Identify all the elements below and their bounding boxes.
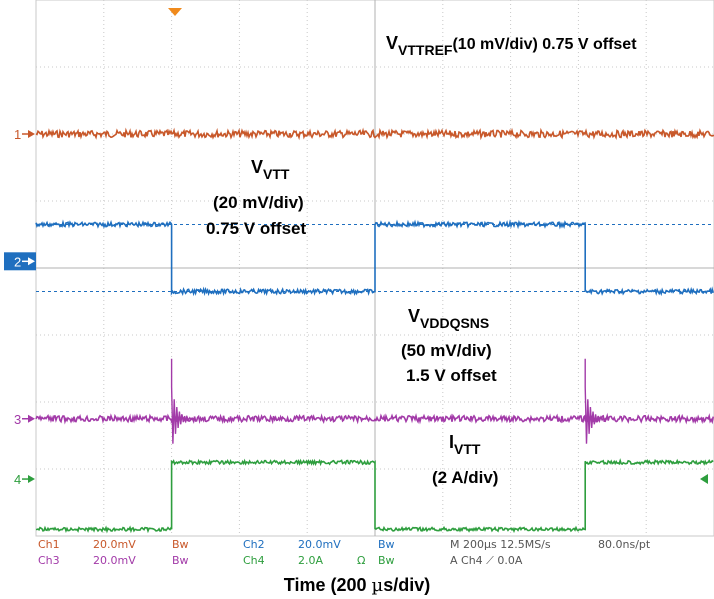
series-label-vttref: VVTTREF(10 mV/div) 0.75 V offset (386, 33, 637, 58)
channel-markers: 1 2 3 4 (4, 127, 708, 487)
trace-ch2 (35, 219, 714, 297)
x-axis-label: Time (200 µs/div) (284, 575, 430, 596)
x-axis-label-suffix: s/div) (383, 575, 430, 595)
channel-marker-arrow (28, 475, 35, 484)
vtt-subscript: VTT (263, 166, 290, 182)
status-resolution: 80.0ns/pt (598, 538, 651, 551)
status-ch3-bw: Bw (172, 554, 189, 567)
channel-marker-3: 3 (14, 412, 21, 427)
trace-ch4 (35, 458, 714, 534)
status-ch2-bw: Bw (378, 538, 395, 551)
vtt-name: V (251, 157, 263, 177)
status-ch4-scale: 2.0A (298, 554, 323, 567)
traces (35, 127, 714, 534)
vddqsns-subscript: VDDQSNS (420, 315, 489, 331)
channel-marker-2: 2 (14, 254, 21, 269)
status-ch3: Ch3 (38, 554, 60, 567)
vttref-scale: (10 mV/div) 0.75 V offset (452, 36, 637, 53)
status-trigger: A Ch4 ⟋ 0.0A (450, 554, 523, 567)
vttref-name: V (386, 33, 398, 53)
status-ch2-scale: 20.0mV (298, 538, 341, 551)
ivtt-subscript: VTT (454, 441, 481, 457)
ivtt-scale: (2 A/div) (432, 468, 498, 487)
ch3-transient-ringing (170, 358, 195, 444)
ch3-transient-ringing (584, 358, 608, 444)
series-label-vtt: VVTT (251, 157, 290, 182)
trigger-position-marker (168, 8, 182, 16)
vtt-offset: 0.75 V offset (206, 219, 306, 238)
status-ch4: Ch4 (243, 554, 265, 567)
status-ch4-impedance: Ω (357, 554, 365, 567)
status-ch4-bw: Bw (378, 554, 395, 567)
status-ch1-scale: 20.0mV (93, 538, 136, 551)
vtt-scale: (20 mV/div) (213, 193, 304, 212)
vddqsns-name: V (408, 306, 420, 326)
trace-ch1 (35, 127, 714, 141)
series-label-ivtt: IVTT (449, 432, 481, 457)
vddqsns-offset: 1.5 V offset (406, 366, 497, 385)
channel-marker-4: 4 (14, 472, 21, 487)
x-axis-label-prefix: Time (200 (284, 575, 372, 595)
channel-marker-1: 1 (14, 127, 21, 142)
status-ch3-scale: 20.0mV (93, 554, 136, 567)
series-label-vddqsns: VVDDQSNS (408, 306, 489, 331)
channel-marker-2-box (4, 252, 36, 271)
vttref-subscript: VTTREF (398, 42, 453, 58)
channel-marker-arrow (28, 257, 35, 266)
channel-marker-arrow (28, 414, 35, 423)
channel-marker-arrow (28, 130, 35, 138)
status-timebase: M 200µs 12.5MS/s (450, 538, 551, 551)
trigger-level-marker (700, 474, 708, 485)
status-ch1: Ch1 (38, 538, 60, 551)
x-axis-label-mu: µ (372, 575, 384, 596)
status-ch1-bw: Bw (172, 538, 189, 551)
status-ch2: Ch2 (243, 538, 265, 551)
vddqsns-scale: (50 mV/div) (401, 341, 492, 360)
ivtt-name: I (449, 432, 454, 452)
